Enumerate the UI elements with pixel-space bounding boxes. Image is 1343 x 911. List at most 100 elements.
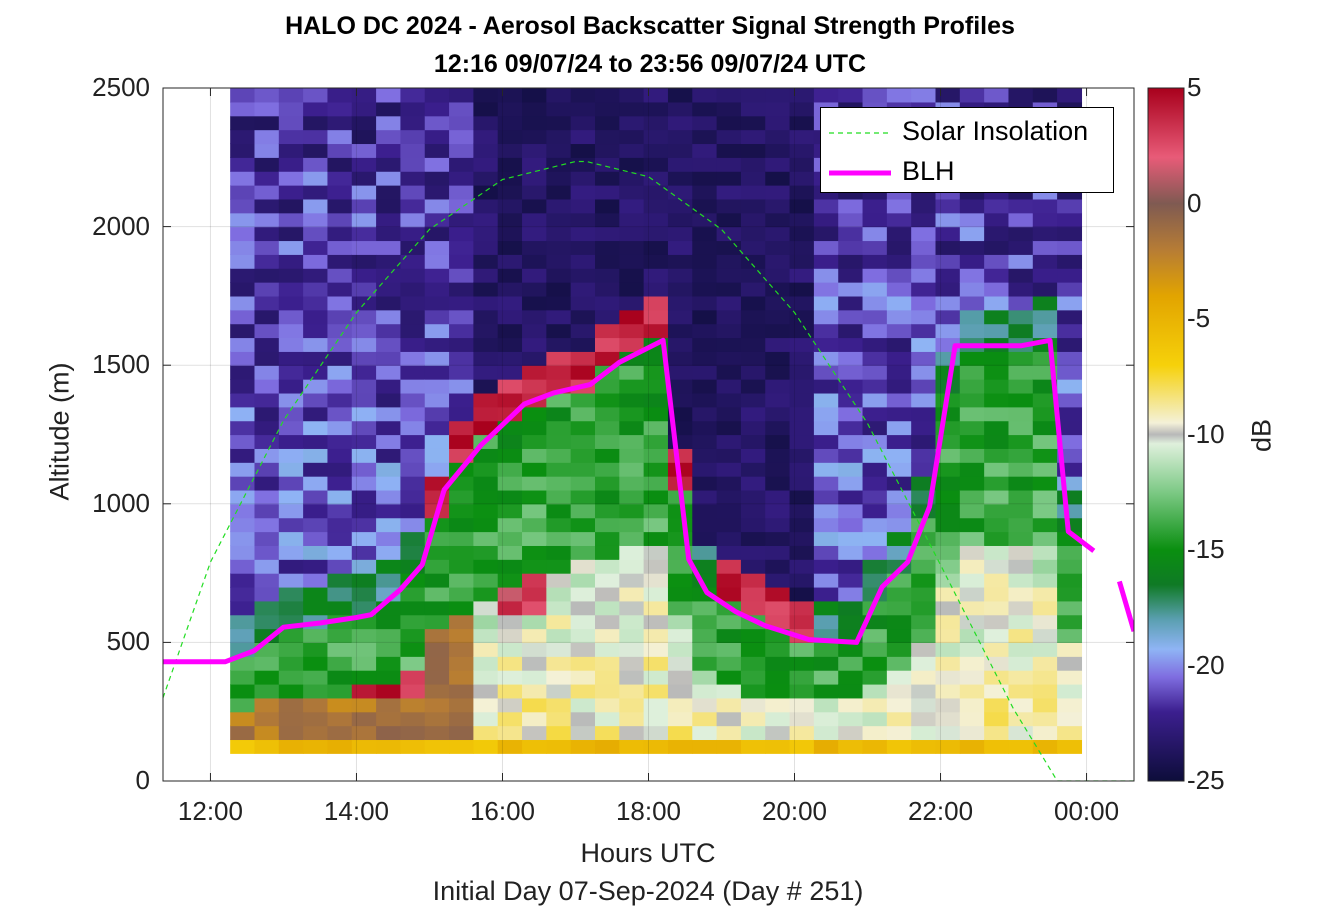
heatmap-cell bbox=[595, 240, 620, 255]
heatmap-cell bbox=[619, 559, 645, 574]
heatmap-cell bbox=[838, 711, 864, 727]
heatmap-cell bbox=[546, 683, 572, 699]
heatmap-cell bbox=[667, 129, 693, 145]
heatmap-cell bbox=[765, 420, 791, 436]
x-tick-label: 18:00 bbox=[615, 796, 682, 826]
heatmap-cell bbox=[278, 725, 304, 741]
heatmap-cell bbox=[984, 545, 1010, 560]
heatmap-cell bbox=[424, 268, 450, 283]
heatmap-cell bbox=[376, 101, 402, 117]
heatmap-cell bbox=[813, 379, 839, 394]
heatmap-cell bbox=[740, 697, 766, 713]
heatmap-cell bbox=[1008, 309, 1034, 325]
heatmap-cell bbox=[838, 725, 864, 741]
heatmap-cell bbox=[522, 240, 547, 255]
heatmap-cell bbox=[400, 739, 426, 754]
heatmap-cell bbox=[886, 323, 912, 339]
heatmap-cell bbox=[1008, 254, 1034, 269]
heatmap-cell bbox=[911, 337, 937, 352]
heatmap-cell bbox=[838, 448, 864, 463]
heatmap-cell bbox=[911, 462, 937, 477]
heatmap-cell bbox=[327, 683, 353, 699]
heatmap-cell bbox=[643, 600, 669, 616]
heatmap-cell bbox=[813, 337, 839, 352]
heatmap-cell bbox=[424, 240, 450, 255]
heatmap-cell bbox=[619, 600, 645, 616]
heatmap-cell bbox=[838, 323, 864, 339]
heatmap-cell bbox=[351, 573, 377, 588]
heatmap-cell bbox=[935, 711, 961, 727]
heatmap-cell bbox=[327, 503, 353, 519]
heatmap-cell bbox=[595, 434, 620, 449]
colorbar bbox=[1147, 87, 1185, 782]
heatmap-cell bbox=[327, 323, 353, 339]
heatmap-cell bbox=[692, 531, 718, 546]
heatmap-cell bbox=[1057, 725, 1083, 741]
heatmap-cell bbox=[692, 683, 718, 699]
heatmap-cell bbox=[570, 295, 596, 311]
heatmap-cell bbox=[862, 295, 888, 311]
heatmap-cell bbox=[765, 725, 791, 741]
heatmap-cell bbox=[595, 614, 620, 630]
heatmap-cell bbox=[473, 545, 499, 560]
heatmap-cell bbox=[813, 670, 839, 685]
heatmap-cell bbox=[959, 406, 985, 422]
heatmap-cell bbox=[327, 711, 353, 727]
heatmap-cell bbox=[449, 434, 474, 449]
heatmap-cell bbox=[449, 683, 474, 699]
heatmap-cell bbox=[522, 337, 547, 352]
heatmap-cell bbox=[935, 683, 961, 699]
heatmap-cell bbox=[497, 739, 523, 754]
heatmap-cell bbox=[230, 614, 256, 630]
heatmap-cell bbox=[667, 282, 693, 297]
heatmap-cell bbox=[911, 88, 937, 103]
heatmap-cell bbox=[522, 365, 547, 380]
heatmap-cell bbox=[546, 406, 572, 422]
heatmap-cell bbox=[838, 406, 864, 422]
heatmap-cell bbox=[667, 517, 693, 533]
heatmap-cell bbox=[570, 143, 596, 158]
heatmap-cell bbox=[546, 697, 572, 713]
heatmap-cell bbox=[424, 323, 450, 339]
heatmap-cell bbox=[1032, 323, 1058, 339]
heatmap-cell bbox=[959, 462, 985, 477]
heatmap-cell bbox=[497, 254, 523, 269]
heatmap-cell bbox=[351, 642, 377, 657]
heatmap-cell bbox=[303, 323, 329, 339]
heatmap-cell bbox=[303, 88, 329, 103]
heatmap-cell bbox=[692, 268, 718, 283]
heatmap-cell bbox=[449, 143, 474, 158]
heatmap-cell bbox=[1057, 226, 1083, 242]
heatmap-cell bbox=[254, 559, 280, 574]
heatmap-cell bbox=[376, 503, 402, 519]
heatmap-cell bbox=[1032, 614, 1058, 630]
heatmap-cell bbox=[813, 739, 839, 754]
heatmap-cell bbox=[1032, 309, 1058, 325]
heatmap-cell bbox=[449, 365, 474, 380]
heatmap-cell bbox=[546, 503, 572, 519]
heatmap-cell bbox=[497, 448, 523, 463]
heatmap-cell bbox=[1057, 545, 1083, 560]
heatmap-cell bbox=[619, 489, 645, 505]
heatmap-cell bbox=[1057, 503, 1083, 519]
heatmap-cell bbox=[959, 295, 985, 311]
heatmap-cell bbox=[376, 545, 402, 560]
heatmap-cell bbox=[303, 517, 329, 533]
heatmap-cell bbox=[351, 198, 377, 214]
heatmap-cell bbox=[595, 101, 620, 117]
heatmap-cell bbox=[570, 157, 596, 172]
heatmap-cell bbox=[838, 365, 864, 380]
heatmap-cell bbox=[570, 670, 596, 685]
heatmap-cell bbox=[789, 143, 815, 158]
heatmap-cell bbox=[376, 392, 402, 408]
heatmap-cell bbox=[449, 586, 474, 602]
heatmap-cell bbox=[595, 697, 620, 713]
heatmap-cell bbox=[813, 517, 839, 533]
heatmap-cell bbox=[570, 282, 596, 297]
heatmap-cell bbox=[984, 282, 1010, 297]
heatmap-cell bbox=[449, 282, 474, 297]
heatmap-cell bbox=[984, 670, 1010, 685]
heatmap-cell bbox=[692, 545, 718, 560]
heatmap-cell bbox=[838, 309, 864, 325]
heatmap-cell bbox=[595, 282, 620, 297]
